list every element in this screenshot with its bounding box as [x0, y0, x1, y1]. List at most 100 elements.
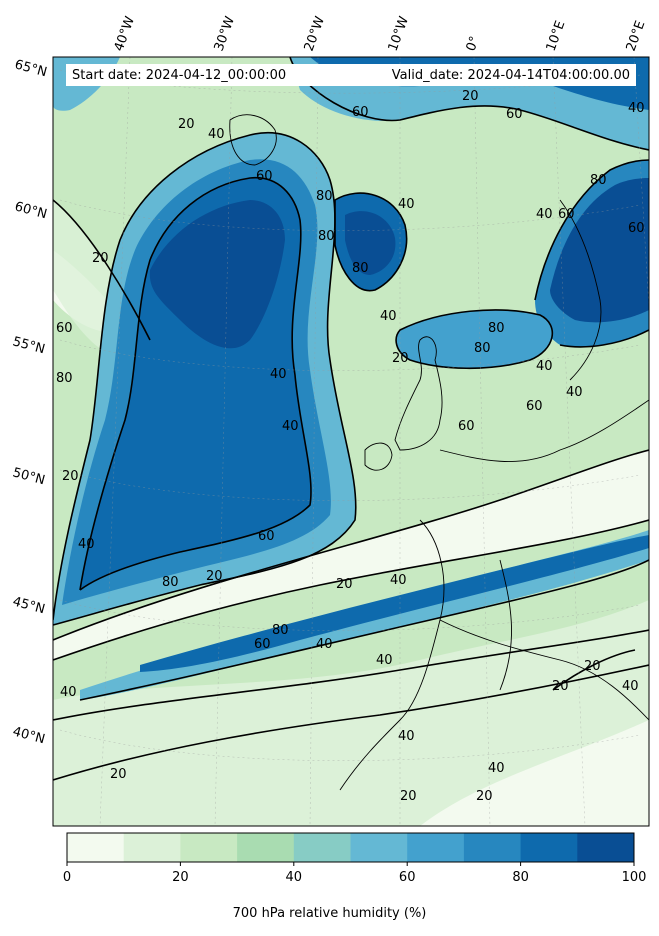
- contour-label: 40: [398, 729, 415, 744]
- lon-label-40w: 40°W: [112, 14, 138, 53]
- colorbar-swatch: [237, 833, 295, 862]
- contour-label: 80: [56, 371, 73, 386]
- colorbar-tick-label: 80: [512, 870, 529, 885]
- graticule-0: [473, 57, 491, 826]
- humidity-field: [53, 57, 649, 826]
- coast-norway: [559, 199, 602, 381]
- coast-ireland: [364, 442, 393, 471]
- contour-south-20: [53, 664, 649, 781]
- contour-label: 40: [622, 679, 639, 694]
- contour-label: 60: [506, 107, 523, 122]
- lat-label-40n: 40°N: [11, 724, 47, 747]
- humidity-region-blob-90: [345, 211, 396, 275]
- contour-label: 60: [352, 105, 369, 120]
- colorbar-tick-label: 20: [172, 870, 189, 885]
- map-frame: [52, 56, 650, 827]
- contour-label: 60: [526, 399, 543, 414]
- lat-label-55n: 55°N: [11, 334, 47, 357]
- longitude-labels: 40°W 30°W 20°W 10°W 0° 10°E 20°E: [112, 14, 649, 53]
- contour-label: 40: [380, 309, 397, 324]
- contour-label: 40: [566, 385, 583, 400]
- colorbar-swatch: [123, 833, 181, 862]
- humidity-region-very-dry-se: [420, 720, 649, 826]
- lat-label-50n: 50°N: [11, 465, 47, 488]
- coast-mediterranean: [439, 619, 649, 721]
- colorbar-swatch: [520, 833, 578, 862]
- humidity-region-very-dry-band: [53, 450, 649, 660]
- contour-band-60: [79, 559, 649, 701]
- contour-label: 40: [536, 207, 553, 222]
- contour-north-60: [289, 57, 649, 151]
- contour-label: 20: [584, 659, 601, 674]
- contour-label: 20: [62, 469, 79, 484]
- contour-label: 60: [258, 529, 275, 544]
- contour-label: 80: [272, 623, 289, 638]
- graticule-20w: [309, 57, 319, 826]
- graticule-30w: [214, 57, 233, 826]
- colorbar-tick-label: 60: [399, 870, 416, 885]
- contour-label: 40: [536, 359, 553, 374]
- contour-label: 60: [56, 321, 73, 336]
- contour-trough-80: [79, 177, 312, 591]
- coast-north-europe: [439, 399, 649, 462]
- lon-label-30w: 30°W: [212, 14, 238, 53]
- contour-label: 20: [462, 89, 479, 104]
- colorbar-swatch: [350, 833, 408, 862]
- graticule-55n: [59, 339, 641, 371]
- contour-label: 60: [458, 419, 475, 434]
- colorbar-swatch: [293, 833, 351, 862]
- start-date-text: Start date: 2024-04-12_00:00:00: [72, 67, 287, 83]
- lat-label-60n: 60°N: [13, 199, 49, 222]
- contour-label: 20: [336, 577, 353, 592]
- contour-label: 80: [352, 261, 369, 276]
- coast-great-britain: [394, 336, 443, 451]
- contour-label: 20: [392, 351, 409, 366]
- contour-label: 80: [318, 229, 335, 244]
- contour-label: 20: [110, 767, 127, 782]
- contour-band-20-north: [53, 449, 649, 641]
- contour-label: 60: [558, 207, 575, 222]
- colorbar-swatch: [67, 833, 125, 862]
- graticule-50n: [59, 469, 641, 501]
- graticule-40n: [59, 729, 641, 761]
- colorbar-frame: [66, 832, 635, 863]
- contour-label: 40: [390, 573, 407, 588]
- colorbar-swatch: [463, 833, 522, 862]
- contour-label: 40: [376, 653, 393, 668]
- contour-band-20-south: [53, 519, 649, 661]
- contour-blob-80: [334, 192, 408, 292]
- humidity-region-dry-south: [53, 600, 649, 826]
- contour-label: 60: [256, 169, 273, 184]
- contour-label: 20: [206, 569, 223, 584]
- contour-label: 40: [628, 101, 645, 116]
- contour-label: 20: [92, 251, 109, 266]
- contour-label: 80: [162, 575, 179, 590]
- contour-west-20: [53, 199, 151, 341]
- border-france: [499, 559, 512, 691]
- contour-label: 40: [316, 637, 333, 652]
- contour-label: 40: [270, 367, 287, 382]
- valid-date-text: Valid_date: 2024-04-14T04:00:00.00: [391, 67, 630, 83]
- contour-label-group: 20 40 60 80 40 20 60 80 40 40 20 40 60 8…: [56, 89, 645, 804]
- contour-label: 80: [316, 189, 333, 204]
- lon-label-10w: 10°W: [386, 14, 412, 53]
- humidity-region-band-80: [140, 535, 649, 672]
- contour-label: 40: [208, 127, 225, 142]
- contour-label: 20: [552, 679, 569, 694]
- contour-scandinavia-south: [559, 329, 649, 348]
- humidity-region-scandinavia-90: [550, 178, 649, 323]
- humidity-region-northsea-70: [396, 310, 553, 369]
- contour-east-20: [552, 649, 636, 691]
- contour-trough-60: [53, 132, 357, 626]
- contour-label: 80: [590, 173, 607, 188]
- contour-label: 40: [398, 197, 415, 212]
- contour-label: 80: [474, 341, 491, 356]
- lon-label-20e: 20°E: [624, 19, 649, 54]
- colorbar-title: 700 hPa relative humidity (%): [232, 906, 427, 921]
- contour-label: 20: [476, 789, 493, 804]
- coastlines: [229, 114, 649, 791]
- contour-northsea-80: [395, 309, 554, 370]
- contour-scandinavia: [534, 159, 649, 301]
- contour-label: 20: [400, 789, 417, 804]
